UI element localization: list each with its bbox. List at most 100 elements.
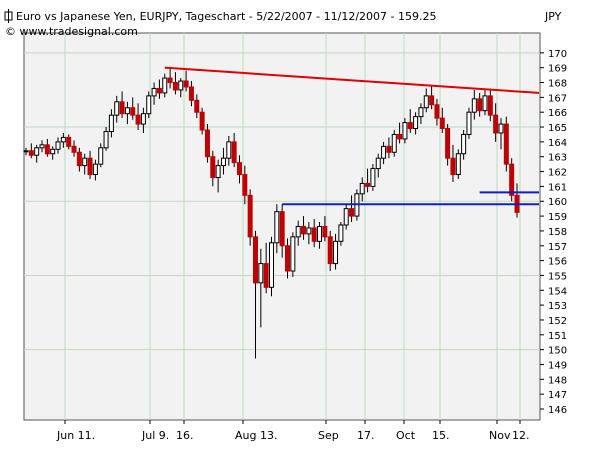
x-tick-label: 15. xyxy=(432,429,450,442)
y-tick-label: 152 xyxy=(548,316,567,327)
candle-down xyxy=(44,144,50,155)
x-tick-label: 17. xyxy=(357,429,375,442)
y-unit-label: JPY xyxy=(544,10,562,23)
x-tick-label: Oct xyxy=(396,429,416,442)
y-tick-label: 159 xyxy=(548,212,567,223)
candle-up xyxy=(146,95,152,115)
candle-up xyxy=(60,136,66,143)
candle-up xyxy=(124,107,130,115)
candle-down xyxy=(66,136,72,147)
chart-subtitle: © www.tradesignal.com xyxy=(5,25,138,38)
candle-down xyxy=(477,98,483,112)
candle-down xyxy=(311,227,317,242)
candle-up xyxy=(333,240,339,265)
candle-down xyxy=(71,145,77,153)
candle-down xyxy=(429,95,435,106)
candle-down xyxy=(167,77,173,84)
candle-down xyxy=(365,182,371,187)
candle-down xyxy=(236,162,242,176)
candle-up xyxy=(391,133,397,153)
x-tick-label: 16. xyxy=(176,429,194,442)
candle-down xyxy=(301,225,307,235)
x-tick-label: 12. xyxy=(512,429,530,442)
candle-down xyxy=(503,123,509,165)
candle-down xyxy=(194,99,200,113)
candle-up xyxy=(359,182,365,195)
candle-down xyxy=(156,87,162,94)
candle-up xyxy=(317,225,323,242)
candle-down xyxy=(397,133,403,140)
candle-up xyxy=(466,111,472,135)
y-tick-label: 158 xyxy=(548,227,567,238)
candle-down xyxy=(172,82,178,91)
candle-down xyxy=(407,122,413,130)
candle-down xyxy=(386,145,392,153)
candle-down xyxy=(119,101,125,115)
candles xyxy=(23,67,520,359)
candle-down xyxy=(252,236,258,284)
candle-up xyxy=(498,123,504,134)
x-axis: Jun 11. Jul 9. 16. Aug 13. Sep 17. Oct 15. Nov 12… xyxy=(56,420,530,442)
candle-down xyxy=(263,263,269,288)
candle-down xyxy=(285,245,291,272)
candle-down xyxy=(183,80,189,88)
x-tick-label: Aug 13. xyxy=(235,429,277,442)
y-tick-label: 147 xyxy=(548,390,567,401)
trendline xyxy=(164,66,540,94)
candle-up xyxy=(455,153,461,176)
candle-down xyxy=(509,163,515,196)
candle-up xyxy=(55,141,61,150)
candle-up xyxy=(290,236,296,272)
y-tick-label: 156 xyxy=(548,257,567,268)
y-tick-label: 146 xyxy=(548,405,567,416)
candle-up xyxy=(418,107,424,118)
candle-up xyxy=(103,130,109,149)
candle-up xyxy=(220,157,226,167)
y-tick-label: 153 xyxy=(548,301,567,312)
candle-down xyxy=(231,141,237,164)
y-tick-label: 151 xyxy=(548,331,567,342)
candle-up xyxy=(140,113,146,125)
candle-up xyxy=(370,168,376,187)
candle-down xyxy=(28,150,34,156)
candle-up xyxy=(39,144,45,149)
candle-up xyxy=(50,148,56,155)
y-tick-label: 161 xyxy=(548,182,567,193)
candle-down xyxy=(87,157,93,176)
candle-down xyxy=(445,128,451,159)
candle-up xyxy=(258,263,264,284)
candle-down xyxy=(493,114,499,134)
candle-down xyxy=(199,111,205,131)
candle-down xyxy=(439,117,445,130)
y-tick-label: 155 xyxy=(548,271,567,282)
y-tick-label: 167 xyxy=(548,93,567,104)
y-tick-label: 163 xyxy=(548,153,567,164)
y-tick-label: 150 xyxy=(548,346,567,357)
candle-up xyxy=(461,133,467,155)
candle-up xyxy=(338,224,344,242)
trendlines xyxy=(164,66,540,206)
candle-up xyxy=(151,87,157,97)
candle-down xyxy=(188,86,194,101)
candle-down xyxy=(135,114,141,125)
candle-down xyxy=(349,208,355,217)
candle-up xyxy=(34,147,40,156)
candle-down xyxy=(247,194,253,238)
y-tick-label: 168 xyxy=(548,79,567,90)
candle-up xyxy=(471,98,477,113)
y-tick-label: 154 xyxy=(548,286,567,297)
candle-down xyxy=(322,225,328,238)
candle-up xyxy=(114,101,120,116)
candle-down xyxy=(450,157,456,176)
y-tick-label: 162 xyxy=(548,168,567,179)
y-tick-label: 166 xyxy=(548,108,567,119)
candle-up xyxy=(23,150,29,153)
candle-up xyxy=(375,157,381,170)
candle-up xyxy=(269,242,274,288)
candle-up xyxy=(178,80,184,91)
y-tick-label: 148 xyxy=(548,375,567,386)
candle-up xyxy=(82,157,88,167)
candle-down xyxy=(327,236,333,265)
candle-up xyxy=(295,225,301,238)
